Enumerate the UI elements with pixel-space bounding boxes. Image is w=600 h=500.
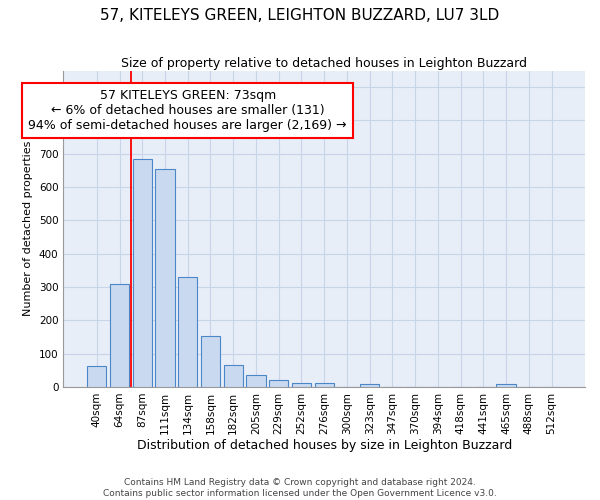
Y-axis label: Number of detached properties: Number of detached properties	[23, 141, 34, 316]
Bar	[292, 382, 311, 387]
Text: 57 KITELEYS GREEN: 73sqm
← 6% of detached houses are smaller (131)
94% of semi-d: 57 KITELEYS GREEN: 73sqm ← 6% of detache…	[28, 89, 347, 132]
Bar	[496, 384, 516, 387]
Bar	[155, 169, 175, 387]
Bar	[247, 376, 266, 387]
Title: Size of property relative to detached houses in Leighton Buzzard: Size of property relative to detached ho…	[121, 58, 527, 70]
Text: 57, KITELEYS GREEN, LEIGHTON BUZZARD, LU7 3LD: 57, KITELEYS GREEN, LEIGHTON BUZZARD, LU…	[100, 8, 500, 22]
Bar	[178, 277, 197, 387]
Bar	[314, 382, 334, 387]
X-axis label: Distribution of detached houses by size in Leighton Buzzard: Distribution of detached houses by size …	[137, 440, 512, 452]
Text: Contains HM Land Registry data © Crown copyright and database right 2024.
Contai: Contains HM Land Registry data © Crown c…	[103, 478, 497, 498]
Bar	[269, 380, 289, 387]
Bar	[224, 366, 243, 387]
Bar	[360, 384, 379, 387]
Bar	[110, 284, 129, 387]
Bar	[133, 159, 152, 387]
Bar	[87, 366, 106, 387]
Bar	[201, 336, 220, 387]
